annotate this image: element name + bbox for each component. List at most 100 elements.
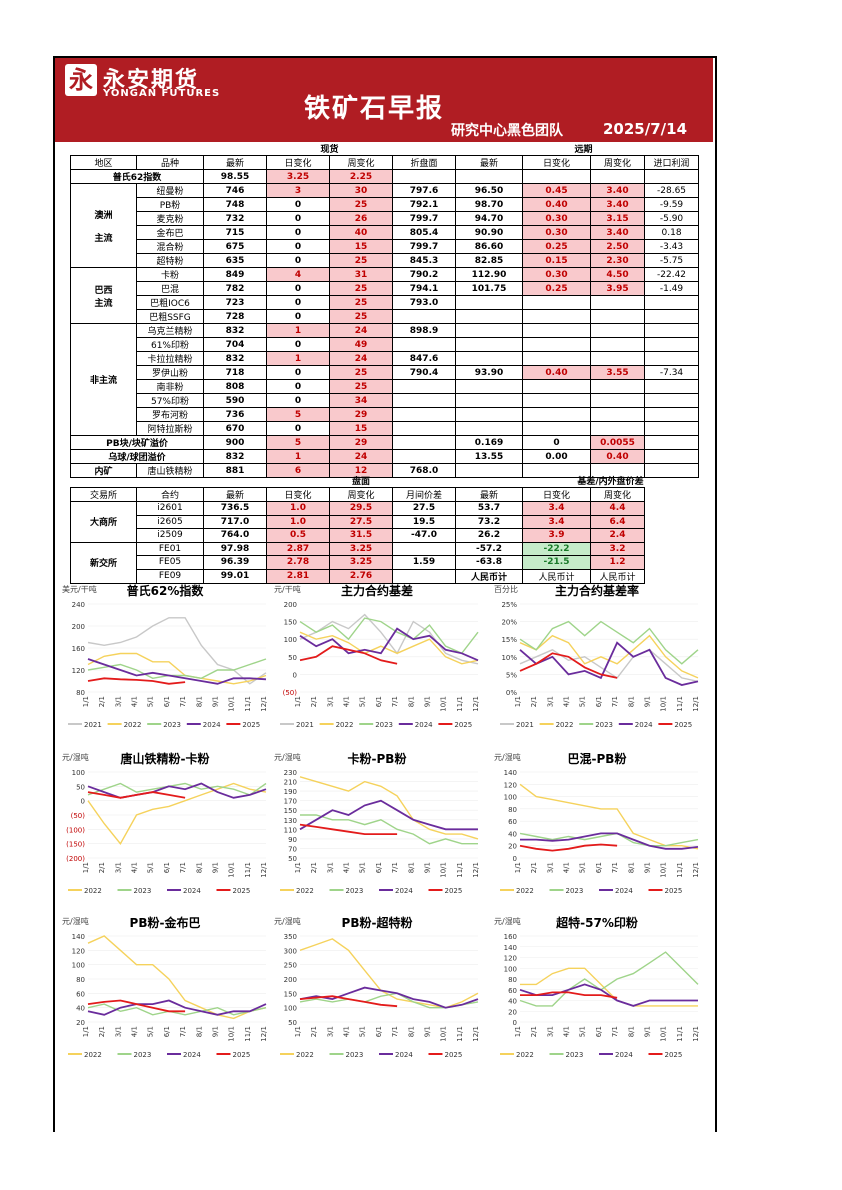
x-tick-label: 2/1 bbox=[310, 1026, 318, 1037]
table-cell: 25 bbox=[328, 253, 394, 268]
table-header-row: 交易所 合约 最新 日变化 周变化 月间价差 最新 日变化 周变化 bbox=[70, 487, 699, 502]
x-tick-label: 1/1 bbox=[82, 1026, 90, 1037]
table-cell: 635 bbox=[203, 253, 267, 268]
row-label: 普氏62指数 bbox=[70, 169, 204, 184]
table-cell: 93.90 bbox=[455, 365, 524, 380]
x-tick-label: 12/1 bbox=[692, 862, 700, 878]
y-tick-label: 80 bbox=[76, 976, 85, 984]
table-cell: 2.76 bbox=[329, 568, 393, 584]
x-tick-label: 3/1 bbox=[114, 862, 122, 873]
table-row: 南非粉 808 0 25 bbox=[71, 379, 700, 394]
table-cell: -3.43 bbox=[644, 239, 700, 254]
x-tick-label: 11/1 bbox=[244, 1026, 252, 1042]
table-row: 61%印粉 704 0 49 bbox=[71, 337, 700, 352]
chart-svg: 200 150 100 50 0 (50)1/1 2/1 3/1 4/1 5/1 6/1 7/1 8/1… bbox=[280, 601, 480, 729]
x-tick-label: 6/1 bbox=[163, 862, 171, 873]
chart-unit-label: 元/湿吨 bbox=[274, 917, 301, 926]
series-line-2022 bbox=[299, 776, 479, 840]
table-cell: 86.60 bbox=[455, 239, 524, 254]
table-cell: 845.3 bbox=[392, 253, 457, 268]
table-cell bbox=[645, 502, 699, 516]
table-cell: 782 bbox=[203, 281, 267, 296]
table-cell bbox=[644, 309, 700, 324]
x-tick-label: 3/1 bbox=[326, 862, 334, 873]
series-line-2023 bbox=[519, 620, 699, 665]
x-tick-label: 2/1 bbox=[98, 696, 106, 707]
table-cell: 3.40 bbox=[590, 197, 646, 212]
x-tick-label: 3/1 bbox=[546, 696, 554, 707]
y-tick-label: 100 bbox=[284, 1005, 297, 1013]
section-title: 盘面 bbox=[352, 477, 371, 487]
table-cell: 0 bbox=[522, 435, 592, 450]
table-cell: 6 bbox=[266, 463, 330, 478]
table-cell: 29 bbox=[328, 435, 394, 450]
table-cell bbox=[590, 309, 646, 324]
x-tick-label: 8/1 bbox=[627, 862, 635, 873]
table-cell bbox=[456, 474, 523, 488]
table-row: 大商所 i2601 736.5 1.0 29.5 27.5 53.7 3.4 4.4 bbox=[70, 501, 699, 543]
chart-unit-label: 元/干吨 bbox=[274, 585, 301, 594]
chart-7: 元/湿吨 PB粉-金布巴 140 120 100 80 60 40 20 1/1 2/1 3/1 4/1… bbox=[58, 912, 272, 1060]
legend-label: 2024 bbox=[183, 1051, 201, 1059]
x-tick-label: 2/1 bbox=[530, 696, 538, 707]
table-cell: 15 bbox=[328, 239, 394, 254]
table-cell: -7.34 bbox=[644, 365, 700, 380]
series-line-2022 bbox=[520, 967, 698, 1007]
x-tick-label: 9/1 bbox=[643, 862, 651, 873]
table-cell: 746 bbox=[203, 183, 267, 198]
x-tick-label: 6/1 bbox=[375, 862, 383, 873]
table-cell: 723 bbox=[203, 295, 267, 310]
series-line-2021 bbox=[519, 648, 699, 683]
table-cell: 29 bbox=[328, 407, 394, 422]
chart-9: 元/湿吨 超特-57%印粉 160 140 120 100 80 60 40 20 0 1/1 2/1 3… bbox=[490, 912, 704, 1060]
exchange-label: 新交所 bbox=[70, 541, 137, 584]
legend-label: 2022 bbox=[556, 721, 574, 729]
table-cell: 3.25 bbox=[329, 541, 393, 556]
x-tick-label: 1/1 bbox=[294, 696, 302, 707]
x-tick-label: 6/1 bbox=[375, 696, 383, 707]
table-cell: 6.4 bbox=[590, 514, 646, 529]
table-cell: 0.30 bbox=[522, 225, 592, 240]
table-cell: 0 bbox=[266, 281, 330, 296]
table-cell bbox=[522, 407, 592, 422]
chart-title: PB粉-金布巴 bbox=[129, 916, 201, 930]
y-tick-label: 140 bbox=[504, 769, 517, 777]
table-cell bbox=[522, 351, 592, 366]
x-tick-label: 7/1 bbox=[391, 696, 399, 707]
x-tick-label: 2/1 bbox=[530, 862, 538, 873]
table-cell bbox=[644, 295, 700, 310]
contract-name: i2601 bbox=[136, 501, 204, 516]
y-tick-label: 210 bbox=[284, 779, 297, 787]
table-cell: 0.45 bbox=[522, 183, 592, 198]
table-cell: 25 bbox=[328, 379, 394, 394]
legend-label: 2025 bbox=[233, 887, 251, 895]
table-cell: 98.70 bbox=[455, 197, 524, 212]
x-tick-label: 11/1 bbox=[456, 1026, 464, 1042]
chart-svg: 350 300 250 200 150 100 501/1 2/1 3/1 4/1 5/1 6/1 7/… bbox=[280, 933, 480, 1059]
column-header: 周变化 bbox=[329, 487, 393, 502]
table-cell: 1.59 bbox=[391, 555, 457, 570]
chart-title: 主力合约基差率 bbox=[554, 584, 639, 598]
legend-label: 2024 bbox=[395, 887, 413, 895]
y-tick-label: 200 bbox=[72, 623, 85, 631]
series-line-2025 bbox=[519, 843, 618, 852]
y-tick-label: 0 bbox=[513, 855, 517, 863]
table-cell bbox=[590, 169, 646, 184]
column-header: 进口利润 bbox=[644, 155, 700, 170]
table-cell: 98.55 bbox=[203, 169, 267, 184]
table-cell: 0 bbox=[266, 393, 330, 408]
table-cell: 97.98 bbox=[203, 541, 267, 556]
y-tick-label: 250 bbox=[284, 962, 297, 970]
row-label: PB块/块矿溢价 bbox=[70, 435, 204, 450]
table-cell bbox=[522, 379, 592, 394]
table-cell: 0.25 bbox=[522, 239, 592, 254]
table-row: 澳洲 主流 纽曼粉 746 3 30 797.6 96.50 0.45 3.40 -28.65 bbox=[70, 183, 700, 268]
table-cell: 799.7 bbox=[392, 211, 457, 226]
chart-unit-label: 元/湿吨 bbox=[62, 753, 89, 762]
x-tick-label: 3/1 bbox=[114, 1026, 122, 1037]
table-cell: -28.65 bbox=[644, 183, 700, 198]
table-row: 罗布河粉 736 5 29 bbox=[71, 407, 700, 422]
chart-title: PB粉-超特粉 bbox=[341, 916, 413, 930]
legend-label: 2021 bbox=[516, 721, 534, 729]
x-tick-label: 3/1 bbox=[546, 862, 554, 873]
